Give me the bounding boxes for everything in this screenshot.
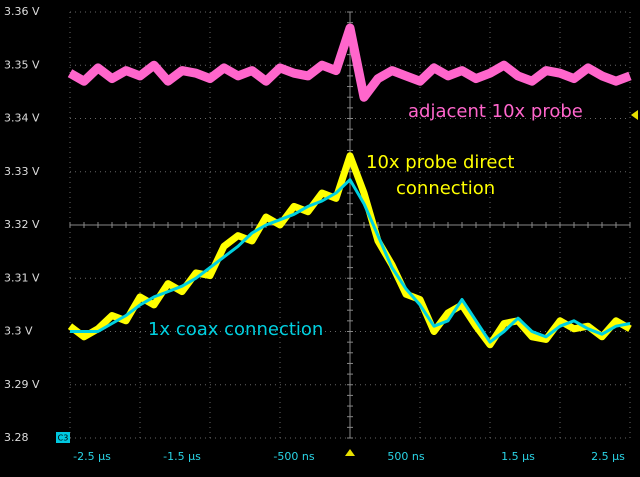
trace <box>67 23 632 102</box>
trigger-level-marker <box>631 110 638 120</box>
y-tick-label: 3.33 V <box>4 165 40 178</box>
annotation: 10x probe direct <box>366 152 514 173</box>
y-tick-label: 3.31 V <box>4 271 40 284</box>
channel-badge-box <box>56 432 70 443</box>
x-tick-label: -1.5 µs <box>163 450 201 463</box>
annotation: 1x coax connection <box>148 319 323 340</box>
y-tick-label: 3.32 V <box>4 218 40 231</box>
annotation: adjacent 10x probe <box>408 101 583 122</box>
annotation: connection <box>396 178 495 199</box>
y-tick-label: 3.28 <box>4 431 29 444</box>
x-tick-label: 2.5 µs <box>591 450 625 463</box>
trace <box>70 178 631 344</box>
trace <box>67 152 632 349</box>
y-tick-label: 3.35 V <box>4 58 40 71</box>
x-tick-label: -2.5 µs <box>73 450 111 463</box>
y-tick-label: 3.3 V <box>4 325 33 338</box>
y-tick-label: 3.29 V <box>4 378 40 391</box>
channel-badge: C3 <box>58 434 69 443</box>
y-tick-label: 3.36 V <box>4 5 40 18</box>
x-tick-label: -500 ns <box>273 450 314 463</box>
y-tick-label: 3.34 V <box>4 112 40 125</box>
x-tick-label: 500 ns <box>387 450 424 463</box>
trigger-position-marker <box>345 449 355 456</box>
x-tick-label: 1.5 µs <box>501 450 535 463</box>
